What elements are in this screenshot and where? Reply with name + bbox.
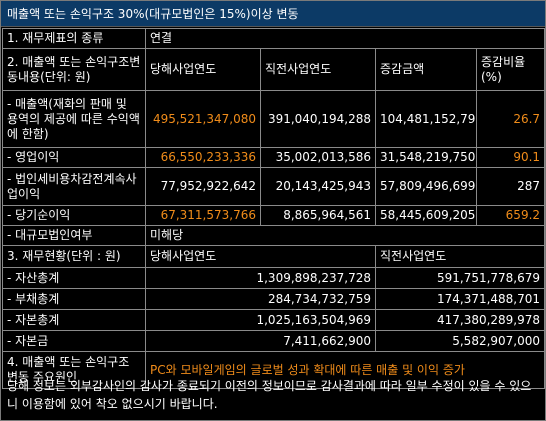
total-assets-previous: 591,751,778,679: [374, 267, 546, 289]
row-change-header: 2. 매출액 또는 손익구조변동내용(단위: 원) 당해사업연도 직전사업연도 …: [2, 48, 546, 91]
operating-income-current: 66,550,233,336: [145, 147, 261, 168]
header-fin-previous-year: 직전사업연도: [374, 245, 546, 268]
row-financial-header: 3. 재무현황(단위 : 원) 당해사업연도 직전사업연도: [2, 245, 546, 268]
header-fin-current-year: 당해사업연도: [145, 245, 376, 268]
net-income-previous: 8,865,964,561: [260, 205, 376, 226]
label-main-cause: 4. 매출액 또는 손익구조 변동 주요원인: [2, 351, 146, 389]
header-change-ratio: 증감비율(%): [475, 48, 546, 91]
row-revenue: - 매출액(재화의 판매 및 용역의 제공에 따른 수익액에 한함) 495,5…: [2, 90, 546, 148]
operating-income-previous: 35,002,013,586: [260, 147, 376, 168]
capital-stock-previous: 5,582,907,000: [374, 330, 546, 352]
row-main-cause: 4. 매출액 또는 손익구조 변동 주요원인 PC와 모바일게임의 글로벌 성과…: [2, 351, 546, 389]
total-equity-current: 1,025,163,504,969: [145, 309, 376, 331]
value-statement-type: 연결: [144, 28, 546, 49]
header-current-year: 당해사업연도: [145, 48, 261, 91]
pretax-income-change: 57,809,496,699: [375, 167, 477, 206]
panel-title: 매출액 또는 손익구조 30%(대규모법인은 15%)이상 변동: [1, 1, 545, 27]
row-capital-stock: - 자본금 7,411,662,900 5,582,907,000: [2, 330, 546, 352]
label-change-section: 2. 매출액 또는 손익구조변동내용(단위: 원): [2, 48, 146, 91]
total-liabilities-previous: 174,371,488,701: [374, 288, 546, 310]
row-pretax-income: - 법인세비용차감전계속사업이익 77,952,922,642 20,143,4…: [2, 167, 546, 206]
capital-stock-current: 7,411,662,900: [145, 330, 376, 352]
label-revenue: - 매출액(재화의 판매 및 용역의 제공에 따른 수익액에 한함): [2, 90, 146, 148]
label-financial-section: 3. 재무현황(단위 : 원): [2, 245, 146, 268]
label-operating-income: - 영업이익: [2, 147, 146, 168]
pretax-income-current: 77,952,922,642: [145, 167, 261, 206]
label-capital-stock: - 자본금: [2, 330, 146, 352]
operating-income-change: 31,548,219,750: [375, 147, 477, 168]
value-large-corp: 미해당: [144, 225, 546, 246]
total-equity-previous: 417,380,289,978: [374, 309, 546, 331]
label-total-equity: - 자본총계: [2, 309, 146, 331]
disclosure-table: 1. 재무제표의 종류 연결 2. 매출액 또는 손익구조변동내용(단위: 원)…: [2, 28, 546, 389]
pretax-income-ratio: 287: [475, 167, 546, 206]
label-net-income: - 당기순이익: [2, 205, 146, 226]
revenue-previous: 391,040,194,288: [260, 90, 376, 148]
row-total-liabilities: - 부채총계 284,734,732,759 174,371,488,701: [2, 288, 546, 310]
row-large-corp: - 대규모법인여부 미해당: [2, 225, 546, 246]
label-large-corp: - 대규모법인여부: [2, 225, 146, 246]
label-total-assets: - 자산총계: [2, 267, 146, 289]
total-liabilities-current: 284,734,732,759: [145, 288, 376, 310]
row-total-assets: - 자산총계 1,309,898,237,728 591,751,778,679: [2, 267, 546, 289]
total-assets-current: 1,309,898,237,728: [145, 267, 376, 289]
pretax-income-previous: 20,143,425,943: [260, 167, 376, 206]
header-change-amount: 증감금액: [375, 48, 477, 91]
value-main-cause: PC와 모바일게임의 글로벌 성과 확대에 따른 매출 및 이익 증가: [144, 351, 546, 389]
disclaimer-note: 당해 정보는 외부감사인의 감사가 종료되기 이전의 정보이므로 감사결과에 따…: [7, 379, 532, 411]
row-total-equity: - 자본총계 1,025,163,504,969 417,380,289,978: [2, 309, 546, 331]
label-pretax-income: - 법인세비용차감전계속사업이익: [2, 167, 146, 206]
row-net-income: - 당기순이익 67,311,573,766 8,865,964,561 58,…: [2, 205, 546, 226]
net-income-change: 58,445,609,205: [375, 205, 477, 226]
row-operating-income: - 영업이익 66,550,233,336 35,002,013,586 31,…: [2, 147, 546, 168]
label-statement-type: 1. 재무제표의 종류: [2, 28, 146, 49]
net-income-ratio: 659.2: [475, 205, 546, 226]
net-income-current: 67,311,573,766: [145, 205, 261, 226]
label-total-liabilities: - 부채총계: [2, 288, 146, 310]
revenue-current: 495,521,347,080: [145, 90, 261, 148]
revenue-ratio: 26.7: [475, 90, 546, 148]
header-previous-year: 직전사업연도: [260, 48, 376, 91]
row-statement-type: 1. 재무제표의 종류 연결: [2, 28, 546, 49]
operating-income-ratio: 90.1: [475, 147, 546, 168]
revenue-change: 104,481,152,792: [375, 90, 477, 148]
